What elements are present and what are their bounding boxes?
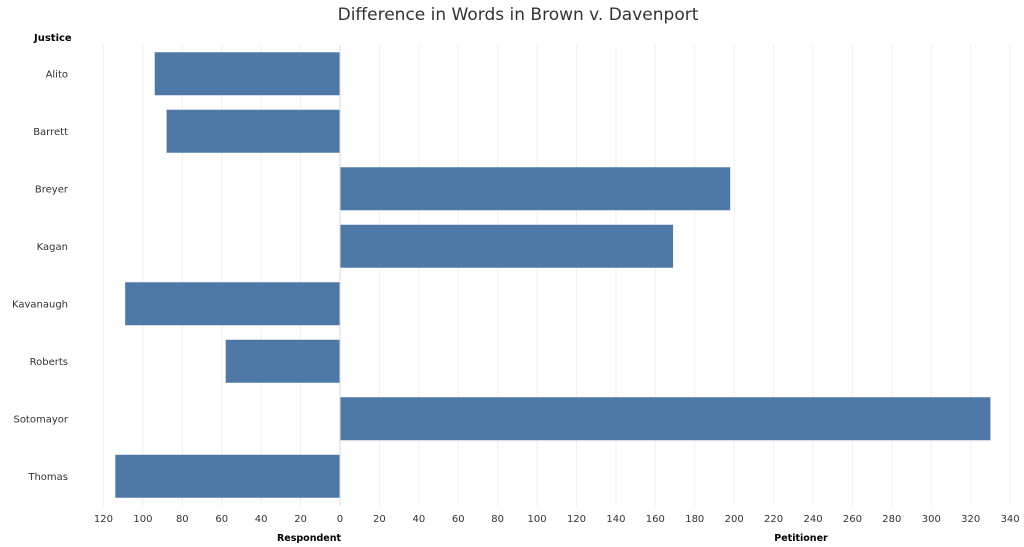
x-tick-label: 180 [685, 514, 704, 525]
x-tick-label: 220 [764, 514, 783, 525]
x-tick-label: 20 [294, 514, 307, 525]
category-label: Kavanaugh [12, 299, 68, 310]
bar-sotomayor [339, 397, 991, 441]
x-tick-label: 160 [646, 514, 665, 525]
bar-kagan [339, 224, 674, 268]
x-tick-label: 60 [452, 514, 465, 525]
x-tick-label: 40 [255, 514, 268, 525]
chart-title: Difference in Words in Brown v. Davenpor… [338, 5, 699, 25]
category-label: Sotomayor [13, 414, 68, 425]
x-tick-label: 0 [337, 514, 343, 525]
x-tick-label: 300 [922, 514, 941, 525]
x-tick-label: 320 [961, 514, 980, 525]
x-tick-label: 100 [133, 514, 152, 525]
bar-kavanaugh [125, 282, 340, 326]
x-tick-label: 240 [803, 514, 822, 525]
x-axis-ticks: 120 100 80 60 40 20 0 20 40 60 80 100 120 140 160 180 20… [94, 514, 1020, 525]
x-axis-label-respondent: Respondent [277, 533, 342, 544]
x-tick-label: 120 [567, 514, 586, 525]
x-tick-label: 140 [606, 514, 625, 525]
category-label: Roberts [30, 357, 68, 368]
x-tick-label: 340 [1001, 514, 1020, 525]
bar-breyer [339, 167, 731, 211]
x-tick-label: 80 [491, 514, 504, 525]
x-tick-label: 20 [373, 514, 386, 525]
category-label: Thomas [27, 472, 68, 483]
bar-alito [154, 52, 340, 96]
x-tick-label: 260 [843, 514, 862, 525]
x-axis-label-petitioner: Petitioner [774, 533, 828, 544]
bars [115, 52, 991, 498]
category-label: Barrett [33, 127, 68, 138]
x-tick-label: 120 [94, 514, 113, 525]
x-tick-label: 280 [882, 514, 901, 525]
x-tick-label: 80 [176, 514, 189, 525]
category-labels: Alito Barrett Breyer Kagan Kavanaugh Roberts S… [12, 69, 69, 483]
x-tick-label: 200 [725, 514, 744, 525]
category-label: Alito [46, 69, 68, 80]
x-tick-label: 40 [412, 514, 425, 525]
row-header: Justice [33, 33, 72, 44]
bar-roberts [225, 339, 340, 383]
x-tick-label: 100 [528, 514, 547, 525]
bar-thomas [115, 454, 340, 498]
x-tick-label: 60 [215, 514, 228, 525]
category-label: Kagan [37, 242, 68, 253]
category-label: Breyer [35, 184, 69, 195]
bar-barrett [166, 109, 340, 153]
